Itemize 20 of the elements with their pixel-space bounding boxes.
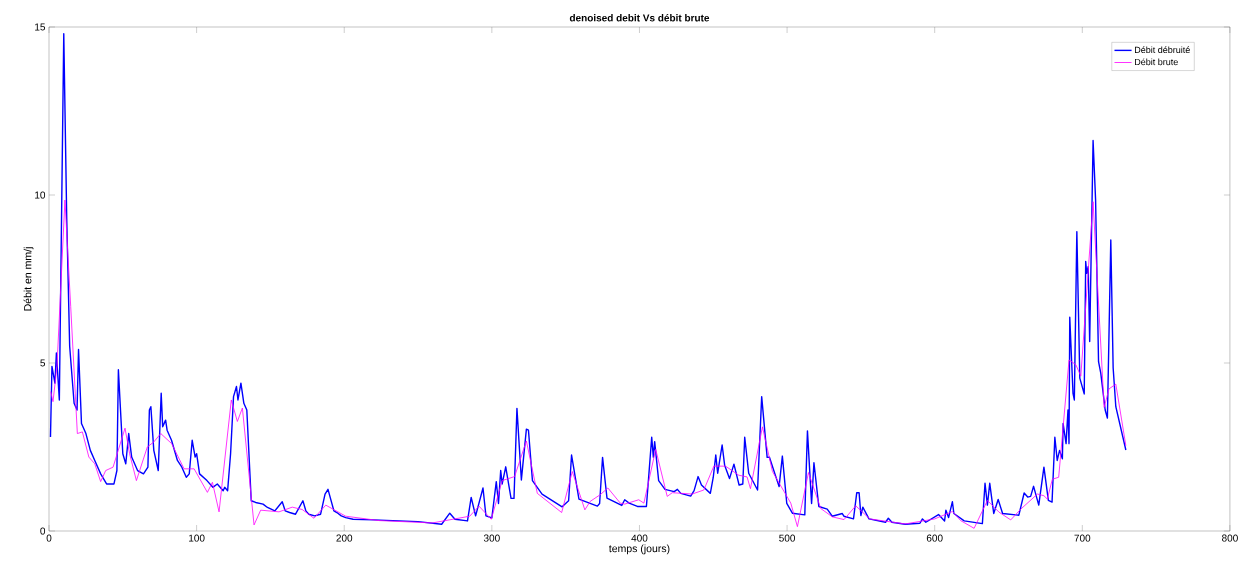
x-tick-label: 400: [631, 534, 648, 542]
x-tick-label: 100: [189, 534, 205, 542]
x-tick-label: 300: [483, 534, 500, 542]
y-axis-title: Débit en mm/j: [23, 247, 34, 311]
x-tick-label: 500: [779, 534, 796, 542]
legend-label: Débit brute: [1135, 58, 1178, 66]
y-tick-label: 15: [35, 23, 46, 31]
x-tick-label: 700: [1074, 534, 1091, 542]
y-tick-label: 10: [35, 191, 46, 199]
x-axis-title: temps (jours): [608, 544, 670, 555]
legend-label: Débit débruité: [1135, 46, 1190, 54]
x-tick-label: 200: [336, 534, 353, 542]
line-series: [49, 33, 1127, 525]
y-tick-label: 5: [40, 359, 46, 367]
x-tick-label: 800: [1222, 534, 1238, 542]
x-tick-label: 0: [46, 534, 52, 542]
y-tick-label: 0: [40, 527, 46, 535]
x-tick-label: 600: [926, 534, 943, 542]
line-series: [50, 199, 1127, 529]
chart-title: denoised debit Vs débit brute: [569, 14, 710, 22]
